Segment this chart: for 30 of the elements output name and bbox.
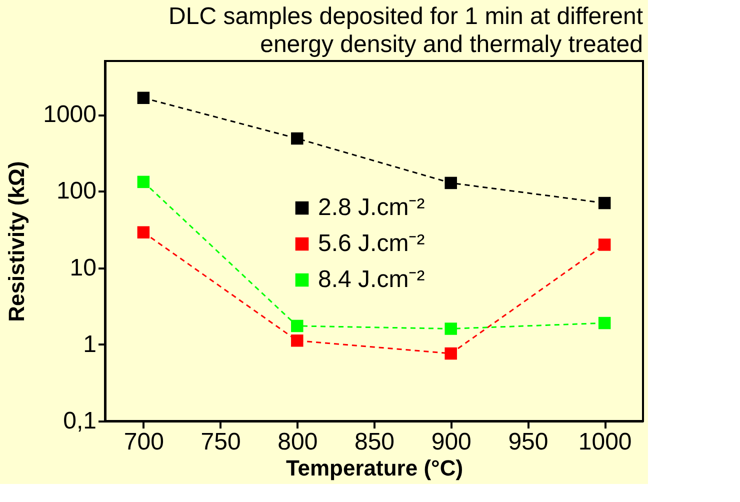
point bbox=[444, 176, 457, 190]
x-tick-label: 700 bbox=[124, 428, 164, 456]
legend-label: 2.8 J.cm⁻² bbox=[318, 194, 425, 221]
y-tick-label: 10 bbox=[70, 254, 96, 282]
legend-label: 5.6 J.cm⁻² bbox=[318, 230, 425, 257]
legend-label: 8.4 J.cm⁻² bbox=[318, 266, 425, 293]
y-tick-label: 1000 bbox=[43, 101, 96, 128]
x-tick-label: 950 bbox=[508, 428, 548, 456]
x-tick-label: 850 bbox=[354, 428, 395, 456]
x-tick-label: 1000 bbox=[578, 428, 632, 456]
point bbox=[598, 196, 611, 210]
y-tick-label: 0,1 bbox=[63, 408, 96, 434]
point bbox=[137, 92, 150, 104]
point bbox=[598, 238, 611, 251]
point bbox=[444, 322, 457, 335]
point bbox=[444, 347, 457, 360]
x-tick-label: 750 bbox=[200, 428, 241, 456]
y-tick-label: 100 bbox=[56, 178, 96, 205]
x-tick-label: 800 bbox=[278, 428, 318, 456]
y-axis-title: Resistivity (kΩ) bbox=[4, 161, 30, 322]
x-axis-title: Temperature (°C) bbox=[286, 456, 464, 480]
point bbox=[291, 132, 304, 145]
x-tick-label: 900 bbox=[431, 428, 472, 456]
point bbox=[291, 334, 304, 347]
point bbox=[137, 176, 150, 188]
y-tick-label: 1 bbox=[83, 330, 96, 358]
point bbox=[598, 316, 611, 330]
point bbox=[291, 320, 304, 332]
chart-title: DLC samples deposited for 1 min at different energy density and thermaly treated bbox=[168, 3, 644, 58]
point bbox=[137, 226, 150, 238]
